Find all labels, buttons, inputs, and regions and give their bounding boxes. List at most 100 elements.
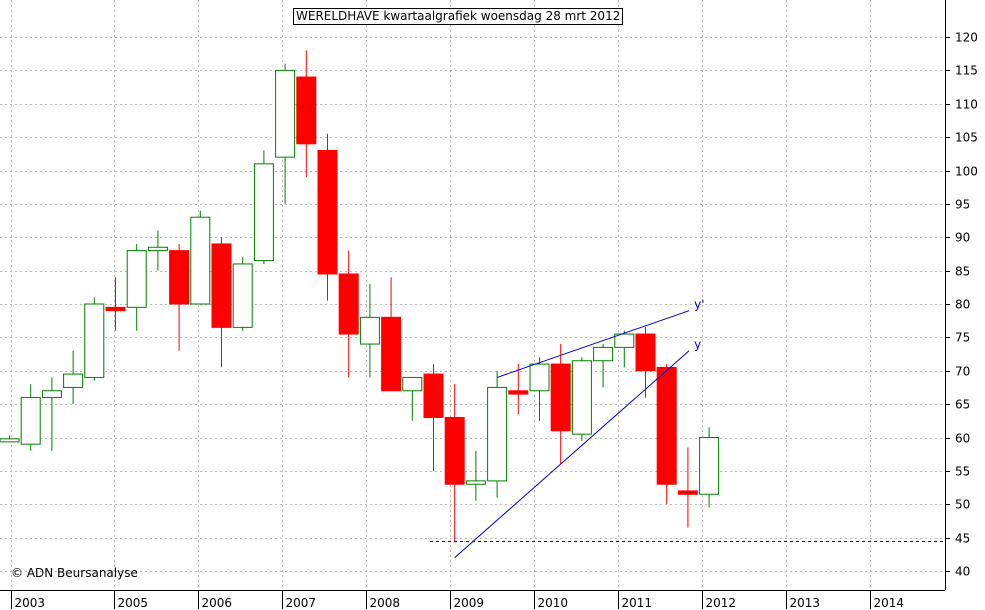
candle (656, 364, 677, 505)
y-tick-label: 95 (955, 198, 970, 212)
candle (444, 384, 465, 541)
candle (635, 327, 656, 398)
x-tick-label: 2014 (874, 596, 905, 610)
candle (465, 450, 486, 501)
candle-body (508, 390, 529, 395)
candle (275, 63, 296, 204)
copyright-text: © ADN Beursanalyse (11, 566, 138, 580)
candle (423, 364, 444, 471)
trendline (454, 350, 690, 559)
candle (381, 277, 402, 392)
y-tick-label: 85 (955, 265, 970, 279)
x-tick-label: 2011 (622, 596, 653, 610)
x-tick-label: 2005 (118, 596, 149, 610)
x-tick-label: 2003 (15, 596, 46, 610)
x-tick-label: 2008 (370, 596, 401, 610)
candle-body (571, 360, 592, 435)
candle (593, 344, 614, 388)
x-tick-label: 2009 (454, 596, 485, 610)
y-tick-label: 55 (955, 465, 970, 479)
candle-body (211, 243, 232, 328)
candle-body (169, 250, 190, 305)
candle-body (677, 490, 698, 495)
candle-body (338, 273, 359, 335)
y-tick-label: 100 (955, 165, 978, 179)
candle-body (614, 333, 635, 348)
x-tick-label: 2012 (706, 596, 737, 610)
trendlines: y' y (454, 298, 705, 559)
candle (0, 435, 20, 443)
x-tick-label: 2007 (286, 596, 317, 610)
y-tick-label: 65 (955, 398, 970, 412)
y-tick-label: 115 (955, 64, 978, 78)
candle-body (253, 163, 274, 262)
candle-body (699, 437, 720, 495)
grid (0, 0, 945, 590)
candles (0, 50, 720, 541)
candle (105, 277, 126, 331)
candle (338, 250, 359, 378)
candle (20, 384, 41, 451)
y-tick-label: 80 (955, 298, 970, 312)
candle (232, 257, 253, 331)
candle (550, 344, 571, 465)
candle (190, 210, 211, 305)
candle (317, 133, 338, 301)
y-tick-label: 45 (955, 532, 970, 546)
candle (169, 243, 190, 351)
candle (147, 230, 168, 271)
candle-body (20, 396, 41, 445)
chart-title: WERELDHAVE kwartaalgrafiek woensdag 28 m… (293, 8, 624, 25)
candle-body (296, 76, 317, 145)
candle-body (402, 376, 423, 392)
candle (487, 370, 508, 498)
candle-body (84, 303, 105, 378)
candle-body (0, 438, 20, 443)
trendline (496, 310, 690, 378)
candle-body (317, 149, 338, 275)
y-tick-label: 70 (955, 365, 970, 379)
candle-body (232, 263, 253, 328)
candle (529, 357, 550, 421)
candle-body (465, 480, 486, 485)
x-tick-label: 2013 (790, 596, 821, 610)
candle-body (593, 346, 614, 362)
candle (677, 447, 698, 528)
y-tick-label: 90 (955, 231, 970, 245)
candle-body (635, 333, 656, 372)
y-tick-label: 120 (955, 31, 978, 45)
candle-body (423, 373, 444, 418)
candle-body (487, 386, 508, 482)
candle-body (275, 69, 296, 158)
candle-body (381, 316, 402, 392)
y-tick-label: 75 (955, 331, 970, 345)
y-tick-label: 40 (955, 565, 970, 579)
candle-body (126, 250, 147, 308)
trendline-label: y' (694, 298, 704, 312)
candle-body (359, 316, 380, 345)
candle-body (105, 306, 126, 312)
candle-body (444, 416, 465, 485)
candle (614, 330, 635, 368)
candle (508, 364, 529, 415)
candle-body (63, 373, 84, 388)
candle (402, 376, 423, 421)
y-tick-label: 50 (955, 498, 970, 512)
y-tick-label: 110 (955, 98, 978, 112)
y-tick-label: 60 (955, 432, 970, 446)
y-tick-label: 105 (955, 131, 978, 145)
candle (571, 357, 592, 441)
candle (84, 297, 105, 381)
x-tick-label: 2006 (202, 596, 233, 610)
candle-body (656, 366, 677, 485)
candle-body (190, 216, 211, 305)
candle (699, 427, 720, 508)
candle (253, 150, 274, 264)
candle-body (147, 246, 168, 252)
candle (211, 237, 232, 368)
candle-body (41, 390, 62, 398)
candle (359, 283, 380, 378)
candle (296, 50, 317, 178)
